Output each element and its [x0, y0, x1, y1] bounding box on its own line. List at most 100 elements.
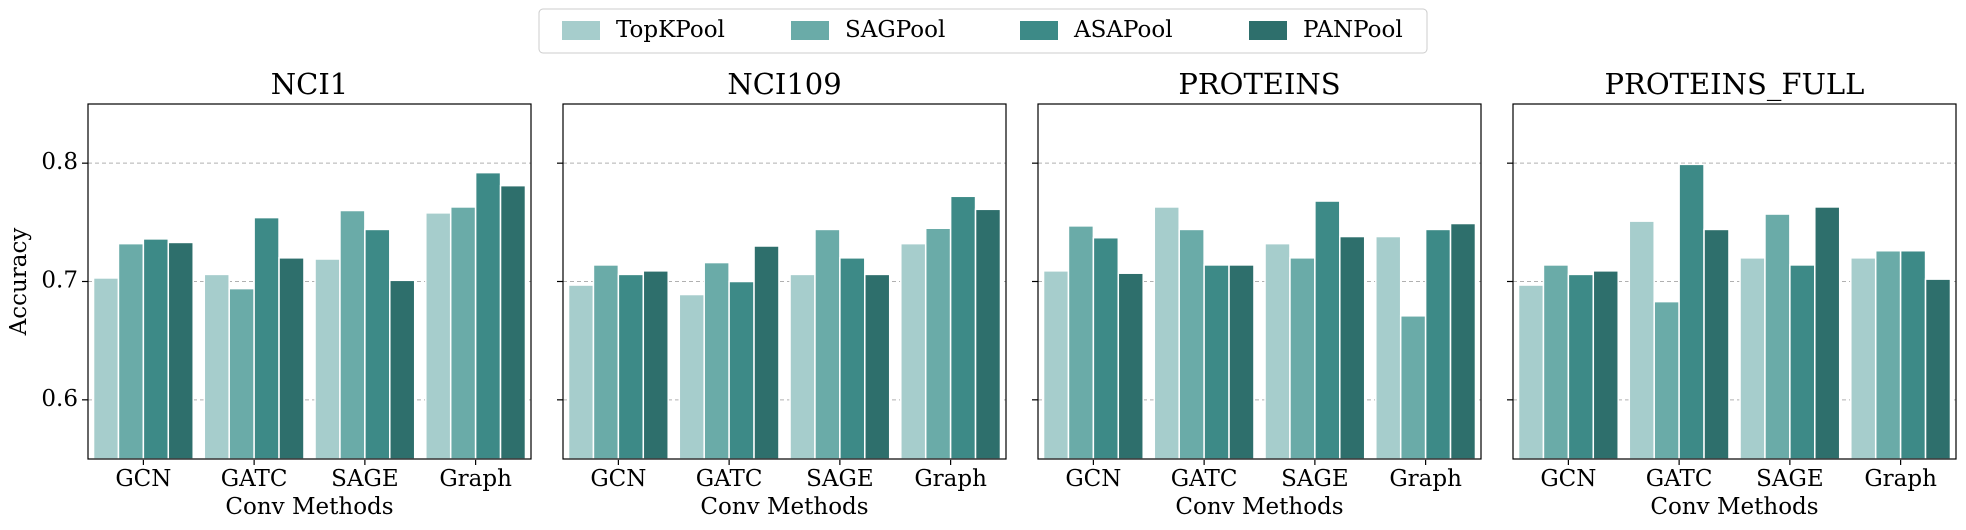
bar — [117, 242, 145, 460]
x-tick-label: SAGE — [1756, 466, 1824, 492]
legend-label: PANPool — [1303, 17, 1403, 43]
bar — [142, 238, 170, 460]
bar — [1424, 228, 1452, 460]
y-tick-label: 0.7 — [41, 268, 78, 294]
bar — [1092, 236, 1120, 460]
bar — [642, 270, 669, 460]
bar — [900, 242, 927, 460]
y-tick-label: 0.6 — [41, 386, 78, 412]
x-axis-label: Conv Methods — [1650, 494, 1818, 520]
bar — [1924, 278, 1952, 460]
x-tick-label: GCN — [590, 466, 646, 492]
axes-frame — [87, 103, 532, 460]
x-tick-label: GCN — [115, 466, 171, 492]
bar — [339, 209, 366, 460]
x-tick-label: GATC — [221, 466, 288, 492]
bar — [1203, 264, 1230, 460]
bar — [789, 273, 816, 460]
bar — [1764, 213, 1791, 460]
axes-frame — [1037, 103, 1482, 460]
bar — [1339, 235, 1366, 460]
bar — [1592, 270, 1619, 460]
chart-title: PROTEINS_FULL — [1605, 67, 1865, 102]
bar — [425, 212, 452, 460]
bar — [203, 273, 230, 460]
x-tick-label: GATC — [1171, 466, 1238, 492]
bar — [1789, 264, 1816, 460]
x-tick-label: Graph — [1389, 466, 1462, 492]
bar — [167, 241, 194, 460]
x-tick-label: Graph — [439, 466, 512, 492]
bar — [1449, 222, 1477, 460]
x-tick-label: GCN — [1065, 466, 1121, 492]
bar — [1375, 235, 1402, 460]
legend-label: ASAPool — [1073, 17, 1173, 43]
bar — [949, 195, 977, 460]
bar — [1899, 249, 1927, 460]
legend: TopKPool SAGPool ASAPool PANPool — [538, 8, 1428, 54]
bar — [389, 279, 416, 460]
x-tick-label: GCN — [1540, 466, 1596, 492]
bar — [567, 284, 595, 460]
bar — [1678, 163, 1705, 460]
bar — [617, 273, 645, 460]
legend-swatch — [1249, 21, 1287, 40]
bar — [678, 293, 705, 460]
axes-frame — [562, 103, 1007, 460]
legend-swatch — [562, 21, 600, 40]
x-tick-label: SAGE — [331, 466, 399, 492]
bar — [499, 184, 527, 460]
bar — [1542, 264, 1570, 460]
bar — [1850, 257, 1877, 460]
bar — [314, 258, 341, 460]
legend-label: TopKPool — [616, 17, 725, 43]
bar — [1739, 257, 1766, 460]
bar — [814, 228, 841, 460]
x-axis-label: Conv Methods — [1175, 494, 1343, 520]
bar — [839, 257, 866, 460]
bar — [278, 257, 305, 460]
x-tick-label: GATC — [1646, 466, 1713, 492]
chart-title: PROTEINS — [1178, 67, 1340, 101]
bar — [92, 277, 120, 460]
bar — [1517, 284, 1545, 460]
x-axis-label: Conv Methods — [700, 494, 868, 520]
bar — [474, 171, 502, 460]
bar — [1042, 270, 1070, 460]
bar — [1874, 249, 1902, 460]
legend-label: SAGPool — [845, 17, 945, 43]
bar — [228, 287, 255, 460]
bar — [449, 206, 477, 460]
chart-title: NCI109 — [727, 67, 841, 101]
x-tick-label: Graph — [1864, 466, 1937, 492]
bar — [728, 280, 755, 460]
bar — [1399, 315, 1427, 460]
bar — [974, 208, 1002, 460]
bar — [1703, 228, 1730, 460]
y-axis-label: Accuracy — [6, 228, 32, 337]
bar — [753, 245, 780, 460]
bar — [1289, 257, 1316, 460]
bar — [1117, 272, 1144, 460]
bar — [864, 273, 891, 460]
axes-frame — [1512, 103, 1957, 460]
bar — [1814, 206, 1841, 460]
bar — [1653, 300, 1680, 460]
bar — [1153, 206, 1180, 460]
x-tick-label: SAGE — [1281, 466, 1349, 492]
bar — [364, 228, 391, 460]
legend-frame — [538, 8, 1428, 54]
bar — [592, 264, 620, 460]
x-tick-label: Graph — [914, 466, 987, 492]
legend-swatch — [1020, 21, 1058, 40]
bar — [1628, 220, 1655, 460]
bar — [1314, 200, 1341, 460]
bar — [1264, 242, 1291, 460]
bar — [1567, 273, 1595, 460]
chart-title: NCI1 — [271, 67, 348, 101]
x-tick-label: GATC — [696, 466, 763, 492]
bar — [1067, 225, 1095, 460]
legend-swatch — [791, 21, 829, 40]
bar — [253, 216, 280, 460]
